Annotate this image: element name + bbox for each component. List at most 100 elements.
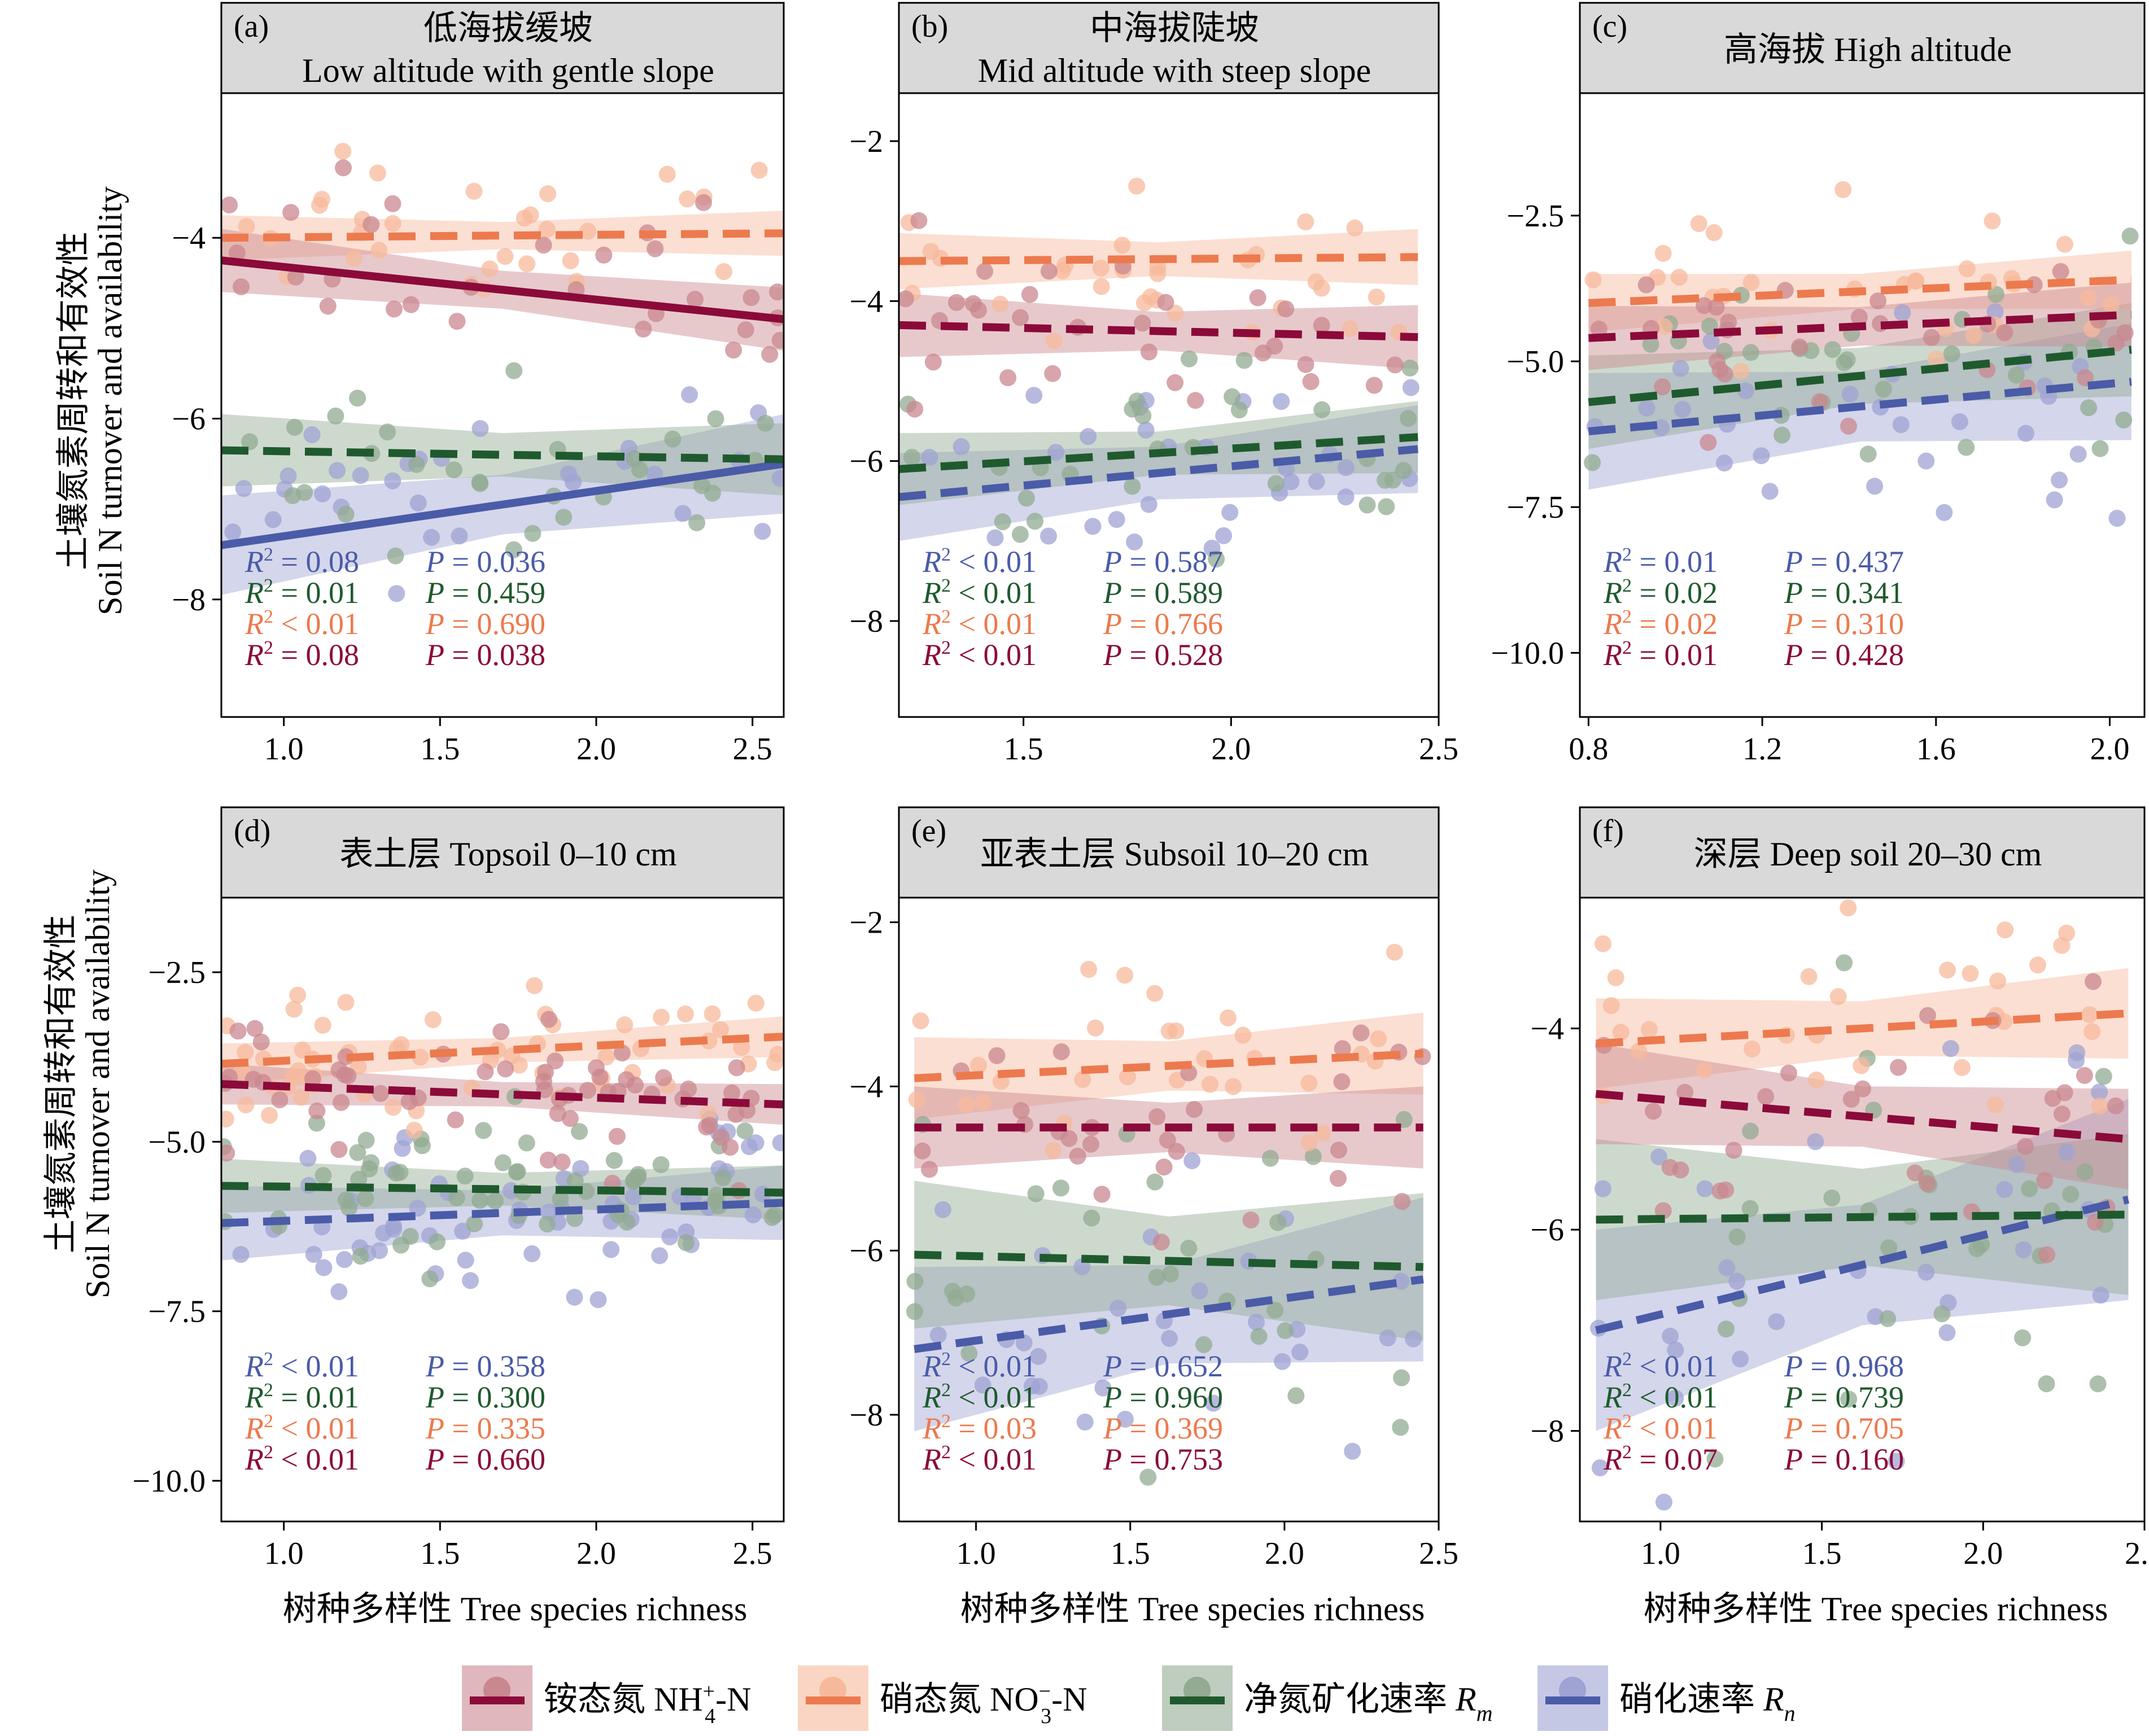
scatter-point-rm [566,1172,584,1190]
panel-header [1579,806,2146,899]
scatter-point-nh4 [728,1059,745,1077]
scatter-point-no3 [677,1005,694,1022]
scatter-point-nh4 [1386,356,1404,374]
y-tick-label: −4 [849,1069,883,1104]
scatter-point-rm [652,1156,670,1173]
scatter-point-no3 [1696,1061,1713,1079]
scatter-point-rm [2089,1375,2107,1393]
scatter-point-rm [1304,1148,1322,1165]
y-tick-label: −8 [849,1398,883,1433]
scatter-point-rn [1161,1330,1178,1347]
scatter-point-no3 [412,1048,429,1066]
scatter-point-rn [1291,1344,1309,1361]
scatter-point-nh4 [1333,1073,1351,1091]
scatter-point-nh4 [492,1023,510,1040]
confidence-band-nh4 [221,1064,784,1125]
scatter-point-nh4 [771,331,784,349]
scatter-point-rm [605,1152,623,1169]
scatter-point-no3 [238,217,255,235]
scatter-point-rm [1968,1240,1986,1257]
scatter-point-no3 [496,248,514,265]
scatter-point-rm [2091,440,2109,457]
panel-label: (d) [234,814,270,849]
scatter-point-nh4 [535,237,552,254]
scatter-point-nh4 [591,1068,609,1086]
fit-line-rm [914,1250,1423,1271]
scatter-point-rn [1080,428,1097,445]
scatter-point-rn [1273,393,1290,410]
scatter-point-nh4 [252,1033,270,1051]
scatter-point-rn [2068,1044,2086,1061]
stat-p-no3: P = 0.369 [1103,1411,1223,1445]
scatter-point-no3 [334,143,352,160]
y-tick-label: −8 [849,604,883,639]
scatter-point-rn [1702,333,1720,350]
y-tick-label: −2 [849,906,883,941]
scatter-point-rm [524,524,541,542]
x-tick-label: 2.0 [1265,1536,1304,1571]
legend-label: 净氮矿化速率 Rm [1244,1681,1493,1726]
x-tick-label: 0.8 [1569,732,1608,767]
scatter-point-rn [1841,386,1859,403]
scatter-point-rn [1662,1327,1679,1345]
y-tick-label: −5.0 [148,1125,206,1160]
scatter-point-rm [2038,1375,2055,1393]
x-tick-label: 1.0 [264,732,304,767]
scatter-point-nh4 [1840,417,1857,435]
scatter-point-nh4 [1012,1102,1030,1120]
stat-p-rn: P = 0.587 [1103,545,1223,579]
scatter-point-rm [1774,426,1790,444]
scatter-point-nh4 [1716,365,1733,383]
scatter-point-rm [1642,335,1659,353]
scatter-point-nh4 [1870,292,1886,309]
scatter-point-no3 [1958,260,1976,277]
scatter-point-rm [1824,341,1841,358]
x-tick-label: 2.5 [2125,1536,2149,1571]
scatter-point-nh4 [271,1091,289,1109]
scatter-point-no3 [1656,318,1673,335]
scatter-point-rn [929,1326,947,1344]
scatter-point-nh4 [221,196,238,213]
scatter-point-rn [1248,1314,1265,1331]
scatter-point-nh4 [2052,263,2069,280]
scatter-point-rm [1880,1239,1898,1257]
scatter-point-nh4 [1352,1024,1370,1042]
scatter-point-rn [1392,1273,1410,1290]
scatter-point-no3 [1607,969,1624,986]
scatter-point-nh4 [1242,1212,1260,1228]
scatter-point-no3 [912,1012,929,1030]
scatter-point-no3 [908,1091,925,1108]
scatter-point-rm [1584,454,1601,471]
scatter-point-nh4 [1140,343,1158,361]
scatter-point-no3 [539,185,557,203]
scatter-point-rn [1030,1378,1048,1395]
scatter-point-rm [1859,445,1877,463]
stat-p-rm: P = 0.739 [1784,1380,1904,1414]
scatter-point-rn [471,420,489,438]
scatter-point-rm [1838,351,1856,369]
scatter-point-rm [555,509,573,526]
scatter-point-rn [1655,1493,1672,1511]
scatter-point-no3 [1987,1096,2004,1113]
stat-p-rn: P = 0.968 [1784,1349,1904,1383]
stat-r2-rm: R2 < 0.01 [922,575,1037,610]
scatter-point-no3 [2058,924,2076,942]
scatter-point-rm [1742,344,1759,361]
y-tick-label: −10.0 [1491,636,1564,671]
scatter-point-rn [1936,504,1953,521]
scatter-point-rm [475,1122,492,1139]
stat-r2-rm: R2 = 0.01 [244,575,359,610]
scatter-point-no3 [1630,1043,1648,1060]
scatter-point-no3 [1202,1075,1218,1093]
scatter-point-rm [1195,1336,1212,1353]
scatter-point-rn [457,1252,474,1269]
scatter-point-nh4 [1700,434,1717,451]
scatter-point-no3 [2056,235,2073,253]
scatter-point-nh4 [1155,1158,1173,1176]
scatter-point-rn [1938,1324,1956,1341]
scatter-point-rm [2021,1180,2038,1197]
scatter-point-rm [1162,1265,1179,1283]
scatter-point-nh4 [635,320,652,338]
scatter-point-rn [1696,1180,1714,1197]
scatter-point-rm [1027,513,1043,530]
